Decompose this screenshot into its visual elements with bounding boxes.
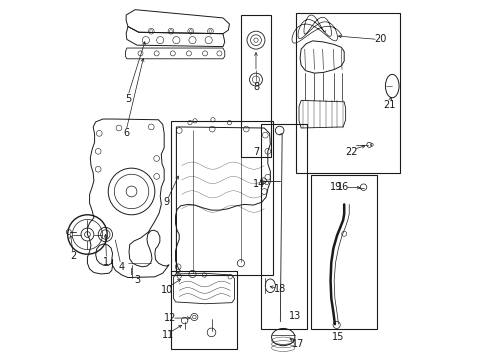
Text: 21: 21 <box>383 100 395 110</box>
Text: 17: 17 <box>291 339 304 349</box>
Text: 10: 10 <box>161 285 173 296</box>
Text: 1: 1 <box>103 257 109 267</box>
Text: 16: 16 <box>336 182 348 192</box>
Text: 20: 20 <box>373 35 386 44</box>
Text: 5: 5 <box>124 94 131 104</box>
Text: 8: 8 <box>252 82 259 93</box>
Text: 4: 4 <box>119 262 124 272</box>
Text: 2: 2 <box>70 251 76 261</box>
Bar <box>296 13 400 173</box>
Bar <box>171 121 273 275</box>
Text: 19: 19 <box>329 182 342 192</box>
Text: 13: 13 <box>288 311 300 321</box>
Bar <box>171 271 237 348</box>
Text: 3: 3 <box>134 275 140 285</box>
Bar <box>260 125 306 329</box>
Text: 6: 6 <box>123 129 129 138</box>
Bar <box>310 175 376 329</box>
Text: 15: 15 <box>331 332 344 342</box>
Text: 22: 22 <box>345 147 357 157</box>
Text: 9: 9 <box>163 197 169 207</box>
Text: 14: 14 <box>252 179 264 189</box>
Text: 7: 7 <box>252 147 259 157</box>
Text: 18: 18 <box>273 284 285 294</box>
Bar <box>241 15 271 157</box>
Text: 12: 12 <box>163 313 176 323</box>
Text: 11: 11 <box>162 330 174 340</box>
